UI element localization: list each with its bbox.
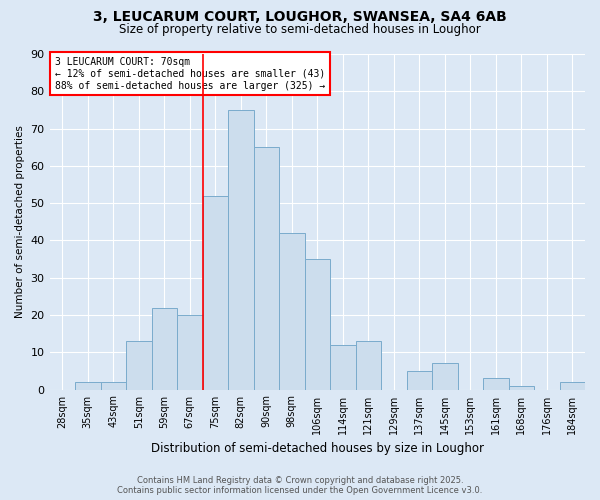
Text: 3, LEUCARUM COURT, LOUGHOR, SWANSEA, SA4 6AB: 3, LEUCARUM COURT, LOUGHOR, SWANSEA, SA4… xyxy=(93,10,507,24)
Y-axis label: Number of semi-detached properties: Number of semi-detached properties xyxy=(15,126,25,318)
Bar xyxy=(254,147,279,390)
Bar xyxy=(75,382,101,390)
Bar xyxy=(305,259,330,390)
Bar xyxy=(330,345,356,390)
Bar xyxy=(407,371,432,390)
Bar xyxy=(126,341,152,390)
Bar xyxy=(509,386,534,390)
Bar xyxy=(203,196,228,390)
Bar xyxy=(177,315,203,390)
Text: Contains HM Land Registry data © Crown copyright and database right 2025.
Contai: Contains HM Land Registry data © Crown c… xyxy=(118,476,482,495)
Bar xyxy=(560,382,585,390)
Text: Size of property relative to semi-detached houses in Loughor: Size of property relative to semi-detach… xyxy=(119,22,481,36)
Bar xyxy=(228,110,254,390)
Bar xyxy=(432,364,458,390)
Bar xyxy=(356,341,381,390)
Bar xyxy=(101,382,126,390)
Text: 3 LEUCARUM COURT: 70sqm
← 12% of semi-detached houses are smaller (43)
88% of se: 3 LEUCARUM COURT: 70sqm ← 12% of semi-de… xyxy=(55,58,325,90)
Bar xyxy=(152,308,177,390)
Bar xyxy=(279,233,305,390)
Bar xyxy=(483,378,509,390)
X-axis label: Distribution of semi-detached houses by size in Loughor: Distribution of semi-detached houses by … xyxy=(151,442,484,455)
